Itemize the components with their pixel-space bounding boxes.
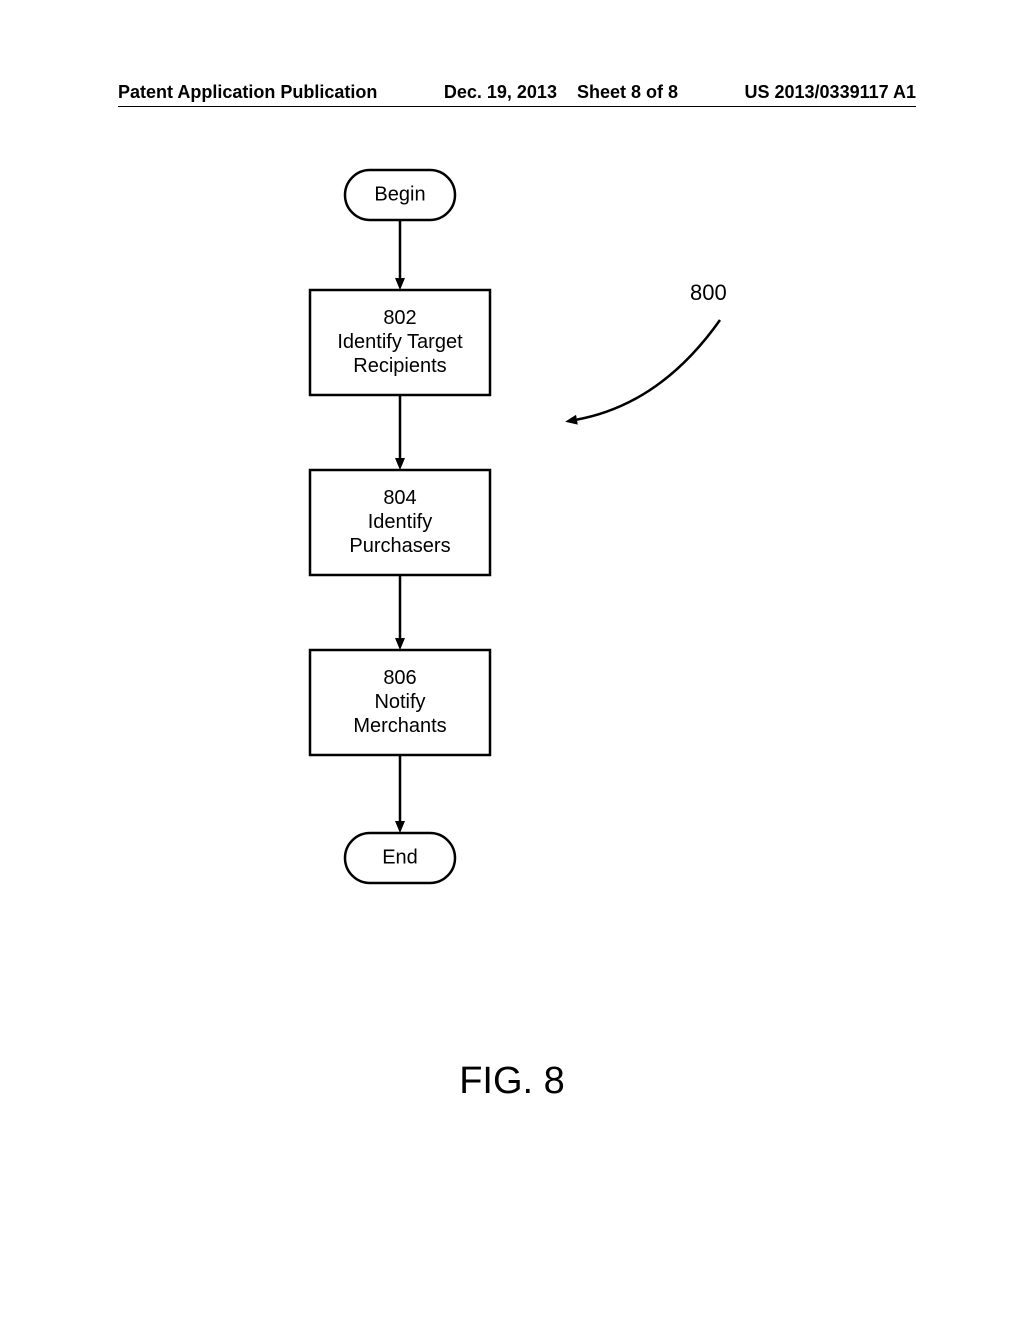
figure-label: FIG. 8 (0, 1060, 1024, 1103)
page: Patent Application Publication Dec. 19, … (0, 0, 1024, 1320)
step-804: 804IdentifyPurchasers (310, 470, 490, 575)
step-806-line-0: 806 (383, 667, 416, 689)
step-802: 802Identify TargetRecipients (310, 290, 490, 395)
terminator-begin-label: Begin (374, 183, 425, 205)
step-806: 806NotifyMerchants (310, 650, 490, 755)
flowchart: Begin802Identify TargetRecipients804Iden… (0, 0, 1024, 1320)
step-804-line-1: Identify (368, 511, 432, 533)
step-806-line-2: Merchants (353, 715, 446, 737)
step-804-line-2: Purchasers (349, 535, 450, 557)
step-806-line-1: Notify (374, 691, 425, 713)
terminator-end-label: End (382, 846, 418, 868)
terminator-end: End (345, 833, 455, 883)
step-804-line-0: 804 (383, 487, 416, 509)
step-802-line-2: Recipients (353, 355, 446, 377)
terminator-begin: Begin (345, 170, 455, 220)
ref-number-800: 800 (690, 280, 727, 305)
step-802-line-0: 802 (383, 307, 416, 329)
step-802-line-1: Identify Target (337, 331, 463, 353)
ref-pointer-800 (575, 320, 720, 420)
